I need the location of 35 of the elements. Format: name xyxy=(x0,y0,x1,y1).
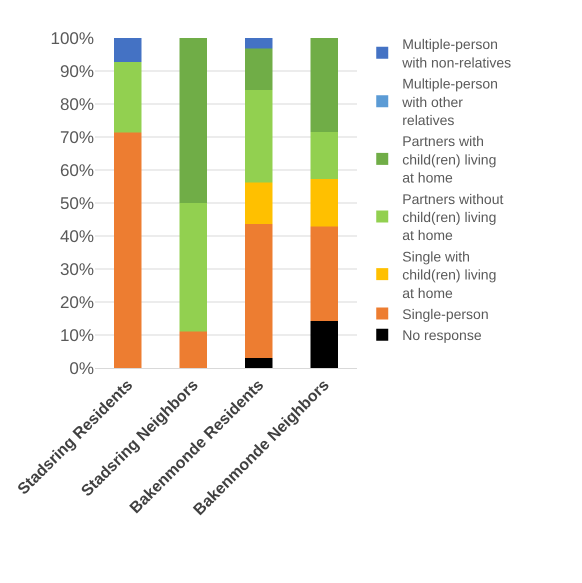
bar xyxy=(310,179,338,226)
y-tick-label: 20% xyxy=(60,292,94,312)
bar xyxy=(245,90,273,183)
y-tick-label: 30% xyxy=(60,260,94,279)
bar xyxy=(180,203,208,332)
legend-label: Multiple-person with other relatives xyxy=(401,76,498,128)
legend-label: Single with child(ren) living at home xyxy=(402,248,496,301)
bar xyxy=(180,332,208,368)
legend-label: Single-person xyxy=(402,306,489,322)
y-tick-label: 90% xyxy=(60,62,94,81)
legend-label: No response xyxy=(402,327,482,344)
y-tick-label: 40% xyxy=(60,226,94,246)
bar xyxy=(310,38,338,132)
y-tick-label: 0% xyxy=(69,358,94,378)
bar xyxy=(245,224,273,358)
y-tick-label: 70% xyxy=(60,128,94,147)
bar xyxy=(114,38,142,62)
bar xyxy=(114,132,142,368)
bar xyxy=(114,62,142,132)
y-tick-label: 100% xyxy=(50,28,94,48)
bar xyxy=(310,226,338,321)
legend-label: Partners without child(ren) living at home xyxy=(402,190,504,244)
y-tick-label: 10% xyxy=(60,326,94,345)
bar xyxy=(245,48,273,90)
legend-label: Multiple-person with non-relatives xyxy=(401,36,512,70)
y-tick-label: 50% xyxy=(60,194,94,213)
legend-label: Partners with child(ren) living at home xyxy=(402,133,496,186)
bar xyxy=(245,38,273,49)
bar xyxy=(245,358,273,368)
y-tick-label: 60% xyxy=(60,160,94,180)
bar xyxy=(310,320,338,368)
bar xyxy=(180,38,208,203)
y-tick-label: 80% xyxy=(60,94,94,114)
bar xyxy=(310,132,338,180)
bar xyxy=(245,182,273,224)
